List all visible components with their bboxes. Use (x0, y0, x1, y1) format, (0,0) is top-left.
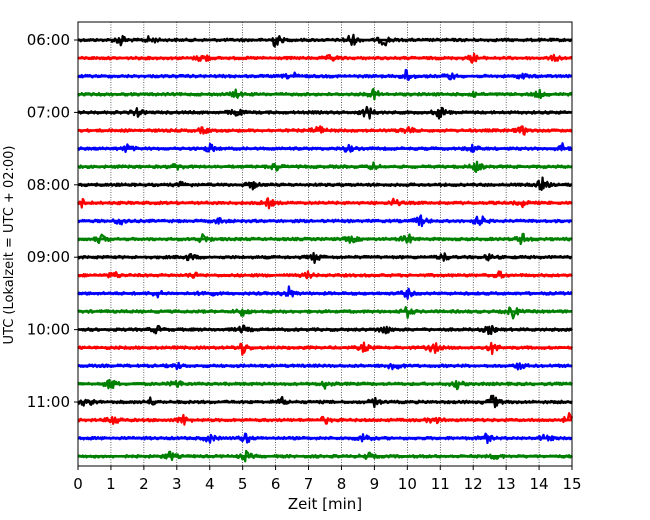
x-tick-label: 0 (73, 475, 83, 493)
x-tick-label: 3 (172, 475, 182, 493)
x-tick-label: 2 (139, 475, 149, 493)
y-tick-label: 11:00 (27, 393, 70, 411)
seismic-traces (76, 33, 574, 463)
plot-frame (77, 21, 573, 467)
x-tick-label: 11 (431, 475, 450, 493)
y-axis-label: UTC (Lokalzeit = UTC + 02:00) (2, 146, 17, 345)
x-tick-label: 1 (106, 475, 116, 493)
x-tick-label: 6 (271, 475, 281, 493)
x-tick-label: 9 (370, 475, 380, 493)
vertical-grid-lines (110, 22, 540, 466)
x-tick-label: 10 (398, 475, 417, 493)
y-tick-label: 07:00 (27, 103, 70, 121)
y-tick-label: 06:00 (27, 31, 70, 49)
x-tick-label: 14 (530, 475, 549, 493)
x-axis-label: Zeit [min] (288, 495, 362, 513)
x-tick-label: 8 (337, 475, 347, 493)
y-axis-ticks: 06:00 07:00 08:00 09:00 10:00 11:00 (27, 31, 78, 411)
y-tick-label: 10:00 (27, 321, 70, 339)
x-tick-label: 12 (464, 475, 483, 493)
x-tick-label: 4 (205, 475, 215, 493)
y-tick-label: 08:00 (27, 176, 70, 194)
x-tick-label: 7 (304, 475, 314, 493)
x-tick-label: 5 (238, 475, 248, 493)
y-tick-label: 09:00 (27, 248, 70, 266)
trace-line (77, 68, 573, 81)
x-axis-ticks: 0 1 2 3 4 5 6 7 8 9 10 11 12 13 14 15 (73, 466, 582, 493)
x-tick-label: 15 (562, 475, 581, 493)
x-tick-label: 13 (497, 475, 516, 493)
